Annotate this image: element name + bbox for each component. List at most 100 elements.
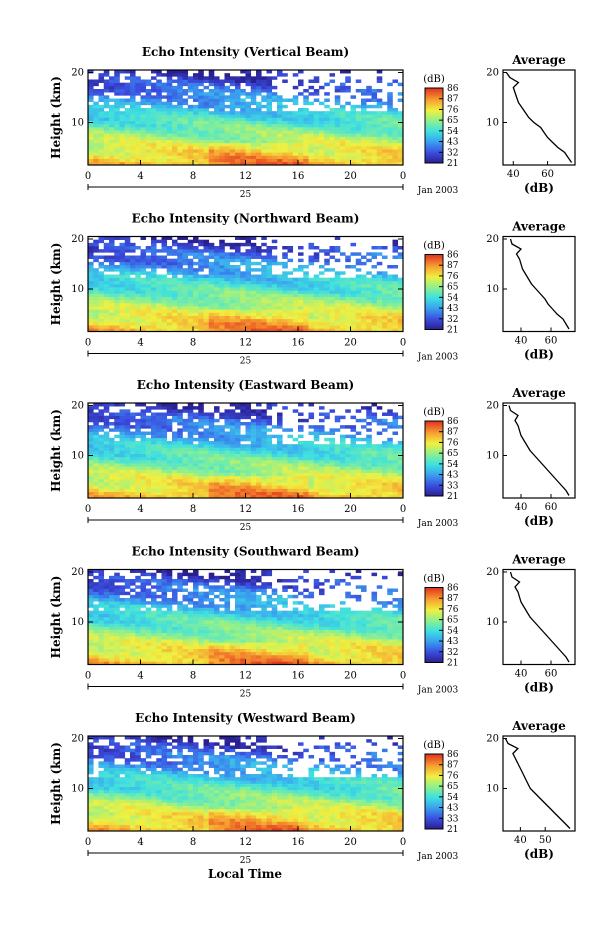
heatmap-cell bbox=[371, 447, 378, 451]
heatmap-cell bbox=[214, 485, 220, 489]
heatmap-cell bbox=[208, 434, 215, 439]
heatmap-cell bbox=[382, 322, 388, 326]
heatmap-cell bbox=[245, 136, 252, 140]
heatmap-cell bbox=[371, 488, 378, 492]
heatmap-cell bbox=[287, 146, 294, 150]
heatmap-cell bbox=[292, 111, 299, 115]
heatmap-cell bbox=[277, 95, 283, 99]
heatmap-cell bbox=[193, 284, 199, 288]
heatmap-cell bbox=[145, 444, 152, 448]
heatmap-cell bbox=[350, 479, 357, 483]
heatmap-cell bbox=[334, 488, 341, 492]
heatmap-cell bbox=[308, 325, 315, 329]
heatmap-cell bbox=[298, 645, 304, 649]
heatmap-cell bbox=[366, 290, 372, 294]
heatmap-cell bbox=[324, 303, 330, 307]
heatmap-cell bbox=[193, 246, 199, 250]
heatmap-cell bbox=[172, 261, 178, 266]
heatmap-cell bbox=[282, 284, 288, 288]
heatmap-cell bbox=[198, 149, 204, 153]
heatmap-cell bbox=[219, 428, 225, 432]
heatmap-cell bbox=[203, 309, 210, 313]
heatmap-cell bbox=[187, 293, 194, 297]
heatmap-cell bbox=[187, 453, 194, 458]
heatmap-cell bbox=[103, 425, 110, 429]
heatmap-cell bbox=[371, 139, 378, 144]
heatmap-cell bbox=[345, 265, 351, 269]
heatmap-cell bbox=[324, 485, 330, 489]
heatmap-cell bbox=[261, 315, 267, 320]
heatmap-cell bbox=[98, 89, 105, 93]
heatmap-cell bbox=[130, 328, 136, 332]
heatmap-cell bbox=[271, 651, 278, 656]
heatmap-cell bbox=[166, 303, 173, 307]
heatmap-cell bbox=[88, 152, 94, 156]
x-tick-label: 12 bbox=[239, 504, 252, 515]
heatmap-cell bbox=[182, 158, 189, 163]
heatmap-cell bbox=[172, 114, 178, 118]
heatmap-cell bbox=[124, 98, 131, 102]
heatmap-cell bbox=[261, 139, 267, 144]
heatmap-cell bbox=[135, 82, 141, 87]
heatmap-cell bbox=[182, 312, 189, 316]
heatmap-cell bbox=[109, 494, 115, 499]
heatmap-cell bbox=[193, 146, 199, 150]
heatmap-cell bbox=[182, 287, 189, 291]
heatmap-cell bbox=[266, 139, 273, 144]
heatmap-cell bbox=[334, 303, 341, 307]
heatmap-cell bbox=[219, 85, 225, 90]
heatmap-cell bbox=[345, 296, 351, 301]
heatmap-cell bbox=[161, 146, 168, 150]
heatmap-cell bbox=[214, 108, 220, 112]
heatmap-cell bbox=[382, 299, 388, 304]
heatmap-cell bbox=[387, 127, 393, 131]
heatmap-cell bbox=[151, 158, 157, 163]
heatmap-cell bbox=[287, 303, 294, 307]
heatmap-cell bbox=[324, 661, 330, 665]
heatmap-cell bbox=[376, 271, 383, 275]
heatmap-cell bbox=[256, 280, 262, 285]
heatmap-cell bbox=[345, 117, 351, 121]
heatmap-cell bbox=[371, 123, 378, 128]
heatmap-cell bbox=[240, 261, 246, 266]
heatmap-cell bbox=[245, 242, 252, 247]
heatmap-cell bbox=[324, 280, 330, 285]
heatmap-cell bbox=[88, 466, 94, 470]
heatmap-cell bbox=[229, 117, 236, 121]
heatmap-cell bbox=[224, 312, 231, 316]
heatmap-cell bbox=[392, 152, 399, 156]
heatmap-cell bbox=[93, 239, 99, 244]
heatmap-cell bbox=[203, 444, 210, 448]
heatmap-cell bbox=[235, 152, 241, 156]
heatmap-cell bbox=[135, 296, 141, 301]
heatmap-cell bbox=[219, 280, 225, 285]
heatmap-cell bbox=[193, 268, 199, 272]
heatmap-cell bbox=[182, 108, 189, 112]
heatmap-cell bbox=[250, 325, 257, 329]
heatmap-cell bbox=[308, 85, 315, 90]
heatmap-cell bbox=[88, 328, 94, 332]
heatmap-cell bbox=[161, 485, 168, 489]
heatmap-cell bbox=[287, 325, 294, 329]
heatmap-cell bbox=[208, 92, 215, 96]
heatmap-cell bbox=[119, 661, 126, 665]
heatmap-cell bbox=[151, 149, 157, 153]
heatmap-cell bbox=[287, 123, 294, 128]
heatmap-cell bbox=[93, 111, 99, 115]
heatmap-cell bbox=[198, 274, 204, 278]
heatmap-cell bbox=[282, 111, 288, 115]
heatmap-cell bbox=[329, 651, 336, 656]
heatmap-cell bbox=[313, 117, 320, 121]
heatmap-cell bbox=[166, 261, 173, 266]
heatmap-cell bbox=[203, 79, 210, 83]
heatmap-cell bbox=[324, 98, 330, 102]
heatmap-cell bbox=[93, 437, 99, 442]
heatmap-cell bbox=[229, 152, 236, 156]
heatmap-cell bbox=[151, 85, 157, 90]
heatmap-cell bbox=[329, 136, 336, 140]
heatmap-cell bbox=[140, 299, 147, 304]
heatmap-cell bbox=[177, 104, 183, 109]
heatmap-cell bbox=[172, 293, 178, 297]
heatmap-cell bbox=[250, 479, 257, 483]
heatmap-cell bbox=[245, 415, 252, 420]
